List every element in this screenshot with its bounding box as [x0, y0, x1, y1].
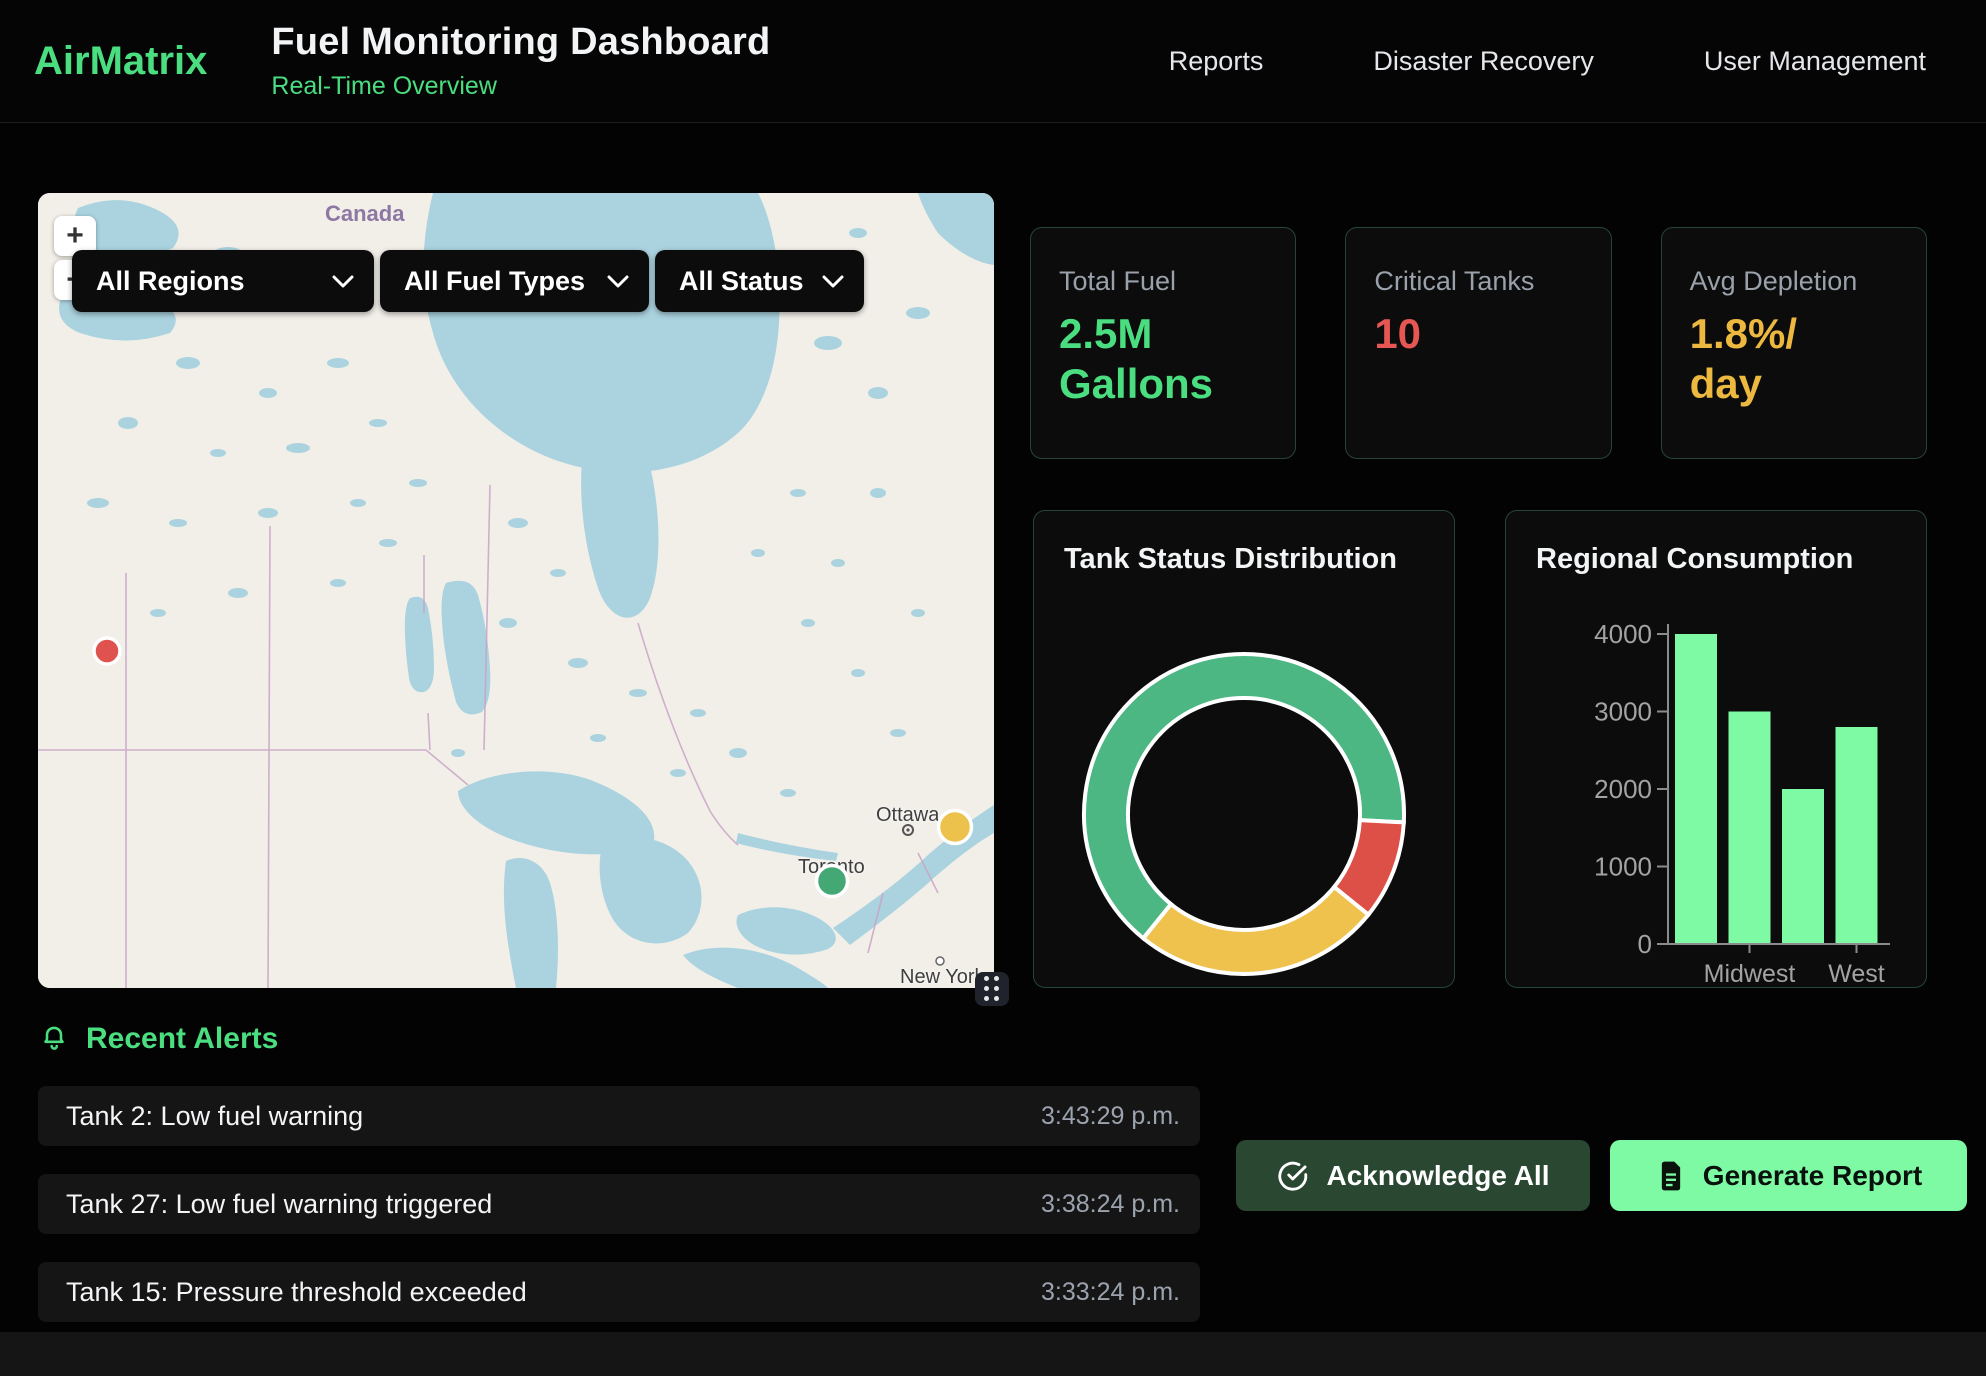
- alert-text: Tank 27: Low fuel warning triggered: [66, 1188, 493, 1219]
- nav-disaster-recovery[interactable]: Disaster Recovery: [1373, 45, 1594, 76]
- alert-row: Tank 2: Low fuel warning 3:43:29 p.m.: [38, 1086, 1200, 1146]
- map-label-new-york: New York: [900, 966, 985, 988]
- map-filter-row: All Regions All Fuel Types All Status: [72, 250, 864, 312]
- chevron-down-icon: [332, 275, 354, 287]
- chevron-down-icon: [822, 275, 844, 287]
- map-label-ottawa: Ottawa: [876, 804, 940, 826]
- status-filter-dropdown[interactable]: All Status: [655, 250, 864, 312]
- chart-title: Regional Consumption: [1536, 543, 1854, 575]
- alert-time: 3:33:24 p.m.: [1041, 1277, 1180, 1306]
- alert-text: Tank 2: Low fuel warning: [66, 1100, 364, 1131]
- check-circle-icon: [1278, 1161, 1308, 1191]
- map-label-canada: Canada: [325, 201, 405, 226]
- page-title: Fuel Monitoring Dashboard: [271, 21, 771, 63]
- donut-segment-warning: [1140, 884, 1372, 976]
- region-filter-dropdown[interactable]: All Regions: [72, 250, 374, 312]
- alert-text: Tank 15: Pressure threshold exceeded: [66, 1276, 527, 1307]
- acknowledge-all-label: Acknowledge All: [1326, 1159, 1550, 1191]
- main-nav: Reports Disaster Recovery User Managemen…: [1169, 46, 1926, 77]
- document-icon: [1661, 1161, 1680, 1190]
- alert-row: Tank 15: Pressure threshold exceeded 3:3…: [38, 1262, 1200, 1322]
- fuel-type-filter-dropdown[interactable]: All Fuel Types: [380, 250, 649, 312]
- chart-title: Tank Status Distribution: [1064, 543, 1397, 575]
- stat-value: 1.8%/ day: [1689, 310, 1798, 408]
- map-zoom-in-button[interactable]: +: [54, 216, 96, 256]
- tank-status-chart-card: Tank Status Distribution: [1033, 510, 1455, 988]
- stat-card-critical-tanks: Critical Tanks 10: [1345, 227, 1612, 459]
- map-svg: Canada Ottawa Toronto New York: [38, 193, 994, 988]
- bar-3: [1835, 727, 1878, 944]
- tank-marker-normal[interactable]: [814, 863, 850, 899]
- y-tick-label: 1000: [1594, 852, 1652, 882]
- x-tick-label: Midwest: [1704, 960, 1796, 988]
- y-tick-label: 4000: [1594, 619, 1652, 649]
- charts-row: Tank Status Distribution Regional Consum…: [1033, 510, 1927, 988]
- stat-value: 10: [1374, 310, 1422, 357]
- map-panel: Canada Ottawa Toronto New York + − All R…: [38, 193, 1009, 1006]
- donut-segment-normal: [1082, 652, 1406, 942]
- alerts-title: Recent Alerts: [86, 1022, 279, 1055]
- nav-user-management[interactable]: User Management: [1703, 45, 1926, 76]
- regional-consumption-chart-card: Regional Consumption 0 1000 2000 3000 4000 Mi…: [1505, 510, 1927, 988]
- stat-label: Critical Tanks: [1374, 266, 1535, 296]
- tank-marker-critical[interactable]: [92, 636, 122, 666]
- app-header: AirMatrix Fuel Monitoring Dashboard Real…: [0, 0, 1986, 123]
- bar-0: [1675, 634, 1717, 944]
- regional-consumption-bar-chart: 0 1000 2000 3000 4000 Midwest West: [1594, 619, 1890, 988]
- map-drag-handle[interactable]: [975, 972, 1009, 1006]
- alert-time: 3:43:29 p.m.: [1041, 1101, 1180, 1130]
- page-subtitle: Real-Time Overview: [271, 72, 497, 100]
- bell-icon: [44, 1026, 64, 1050]
- y-tick-label: 2000: [1594, 774, 1652, 804]
- alerts-header: Recent Alerts: [40, 1022, 278, 1056]
- map-canvas[interactable]: Canada Ottawa Toronto New York: [38, 193, 994, 988]
- bar-2: [1782, 789, 1824, 944]
- ottawa-town-dot: [902, 824, 914, 836]
- y-tick-label: 3000: [1594, 697, 1652, 727]
- stat-value: 2.5M Gallons: [1059, 310, 1214, 408]
- generate-report-button[interactable]: Generate Report: [1610, 1140, 1967, 1211]
- alert-row: Tank 27: Low fuel warning triggered 3:38…: [38, 1174, 1200, 1234]
- brand-logo: AirMatrix: [34, 38, 208, 83]
- x-tick-label: West: [1828, 960, 1885, 988]
- alert-list: Tank 2: Low fuel warning 3:43:29 p.m. Ta…: [38, 1086, 1200, 1350]
- y-tick-label: 0: [1638, 929, 1652, 959]
- stats-row: Total Fuel 2.5M Gallons Critical Tanks 1…: [1030, 227, 1927, 459]
- nav-reports[interactable]: Reports: [1168, 45, 1264, 76]
- bar-1: [1728, 711, 1771, 944]
- title-block: Fuel Monitoring Dashboard Real-Time Over…: [271, 21, 770, 101]
- stat-card-total-fuel: Total Fuel 2.5M Gallons: [1030, 227, 1297, 459]
- tank-marker-warning[interactable]: [936, 808, 974, 846]
- stat-label: Total Fuel: [1059, 266, 1177, 296]
- acknowledge-all-button[interactable]: Acknowledge All: [1236, 1140, 1590, 1211]
- bottom-panel-edge: [0, 1332, 1986, 1376]
- tank-status-donut-chart: [1082, 652, 1406, 976]
- status-filter-value: All Status: [679, 265, 804, 296]
- generate-report-label: Generate Report: [1702, 1159, 1923, 1191]
- fuel-type-filter-value: All Fuel Types: [404, 265, 586, 296]
- newyork-town-dot: [935, 956, 945, 966]
- region-filter-value: All Regions: [96, 265, 245, 296]
- alert-time: 3:38:24 p.m.: [1041, 1189, 1180, 1218]
- chevron-down-icon: [607, 275, 629, 287]
- stat-label: Avg Depletion: [1689, 266, 1858, 296]
- stat-card-avg-depletion: Avg Depletion 1.8%/ day: [1660, 227, 1927, 459]
